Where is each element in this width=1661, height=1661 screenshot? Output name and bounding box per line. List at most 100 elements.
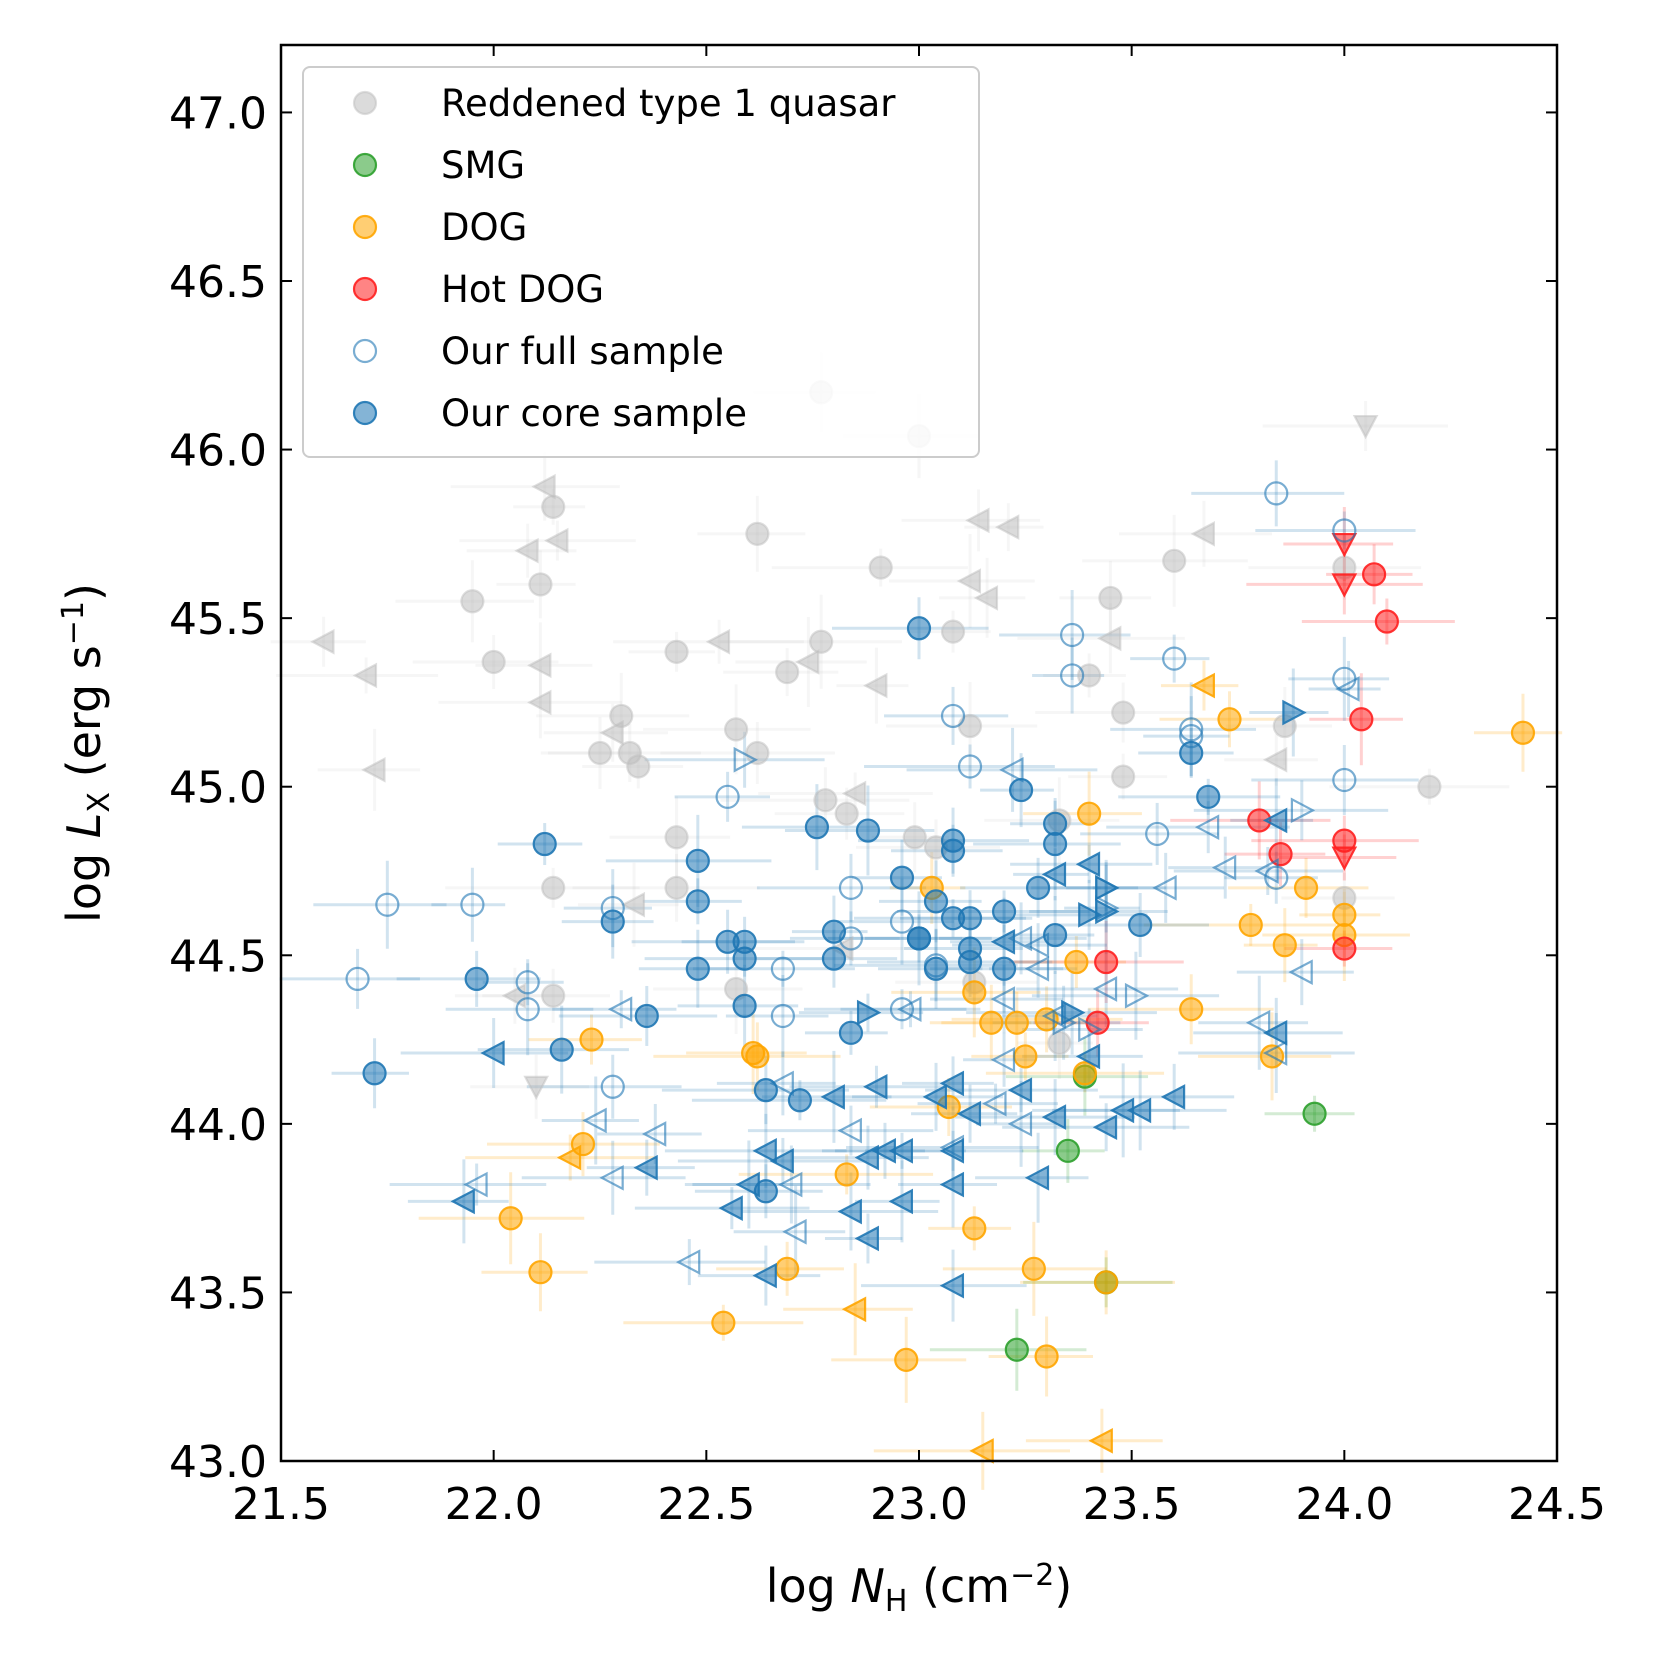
data-point <box>957 949 983 975</box>
data-point <box>1094 1270 1119 1295</box>
data-point <box>1004 1337 1029 1362</box>
data-point-limit <box>1331 573 1358 598</box>
data-point-limit <box>939 1138 965 1164</box>
data-point-limit <box>1024 932 1050 958</box>
data-point <box>770 1003 795 1029</box>
data-point <box>1043 922 1068 948</box>
data-point <box>1077 801 1102 826</box>
data-point-limit <box>1007 1077 1033 1103</box>
data-point <box>1332 902 1357 927</box>
data-point-limit <box>733 746 758 773</box>
data-point-limit <box>939 1070 965 1097</box>
data-point <box>541 983 566 1008</box>
data-point-limit <box>888 1188 913 1215</box>
data-point <box>528 572 553 597</box>
data-point <box>724 717 749 742</box>
y-tick-label: 43.0 <box>169 1437 267 1488</box>
data-point <box>1094 949 1119 975</box>
data-point <box>940 703 966 729</box>
data-point-limit <box>527 652 552 679</box>
data-point <box>732 993 757 1018</box>
data-point-limit <box>1335 676 1360 702</box>
data-point-limit <box>778 1171 803 1198</box>
data-point-limit <box>1262 1020 1288 1046</box>
data-point <box>991 899 1017 924</box>
x-tick-label: 22.5 <box>657 1479 755 1530</box>
data-point-limit <box>994 514 1020 540</box>
data-point-limit <box>1007 1111 1033 1137</box>
x-tick-label: 21.5 <box>232 1479 330 1530</box>
data-point <box>345 966 370 991</box>
legend-label: Reddened type 1 quasar <box>441 82 896 125</box>
data-point-limit <box>1124 982 1150 1009</box>
data-point-limit <box>523 1075 550 1101</box>
data-point <box>1128 912 1153 938</box>
data-point-limit <box>769 1070 794 1097</box>
data-point-limit <box>871 1138 896 1164</box>
legend-label: DOG <box>441 206 527 249</box>
data-point-limit <box>856 999 882 1026</box>
data-point <box>1332 767 1357 793</box>
data-point <box>1034 1007 1059 1032</box>
data-point <box>940 838 966 863</box>
y-tick-label: 47.0 <box>169 88 267 139</box>
data-point <box>460 589 485 614</box>
legend-marker <box>352 400 378 426</box>
data-point-limit <box>1095 875 1120 901</box>
data-point-limit <box>1331 846 1358 871</box>
data-point <box>770 956 795 981</box>
data-point <box>1179 997 1204 1022</box>
data-point <box>600 909 625 934</box>
data-point <box>1293 875 1319 900</box>
data-point-limit <box>1007 925 1033 952</box>
data-point <box>906 926 932 951</box>
data-point-limit <box>599 1164 624 1191</box>
data-point <box>1025 875 1051 900</box>
error-bars-layer <box>270 352 1563 1490</box>
data-point-limit <box>837 1198 862 1225</box>
data-point <box>745 740 770 766</box>
data-point-limit <box>863 672 888 699</box>
data-point <box>732 946 757 971</box>
data-point <box>711 1310 736 1335</box>
data-point <box>1362 562 1387 587</box>
data-point <box>1510 720 1536 745</box>
data-point <box>1060 622 1085 648</box>
data-point <box>834 1162 859 1187</box>
x-tick-label: 23.0 <box>870 1479 968 1530</box>
data-point <box>1055 1138 1080 1163</box>
data-point <box>1060 663 1085 688</box>
data-point <box>1238 912 1263 938</box>
data-point <box>906 616 932 641</box>
data-points-layer <box>310 380 1536 1464</box>
x-tick-label: 24.0 <box>1295 1479 1393 1530</box>
data-point <box>1374 609 1399 634</box>
data-point-limit <box>1041 1104 1067 1130</box>
data-point <box>838 1020 864 1045</box>
data-point <box>634 1003 659 1029</box>
data-point <box>775 1256 800 1281</box>
data-point-limit <box>922 1084 948 1110</box>
data-point <box>362 1061 387 1086</box>
y-tick-label: 46.0 <box>169 426 267 477</box>
data-point-limit <box>310 628 335 655</box>
data-point <box>745 521 770 546</box>
data-point <box>962 1216 987 1241</box>
data-point <box>1349 707 1374 732</box>
data-point <box>1268 842 1293 867</box>
data-point <box>804 815 830 840</box>
data-point <box>1098 585 1123 611</box>
data-point <box>1217 707 1242 732</box>
data-point-limit <box>837 1117 862 1144</box>
data-point-limit <box>939 1272 965 1299</box>
data-point-limit <box>854 1144 879 1171</box>
data-point <box>923 956 949 981</box>
data-point <box>834 801 859 826</box>
data-point <box>528 1260 553 1285</box>
data-point-limit <box>973 585 999 611</box>
data-point <box>1043 811 1068 836</box>
data-point-limit <box>956 568 982 594</box>
data-point-limit <box>582 1107 607 1134</box>
data-point-limit <box>769 1148 794 1174</box>
